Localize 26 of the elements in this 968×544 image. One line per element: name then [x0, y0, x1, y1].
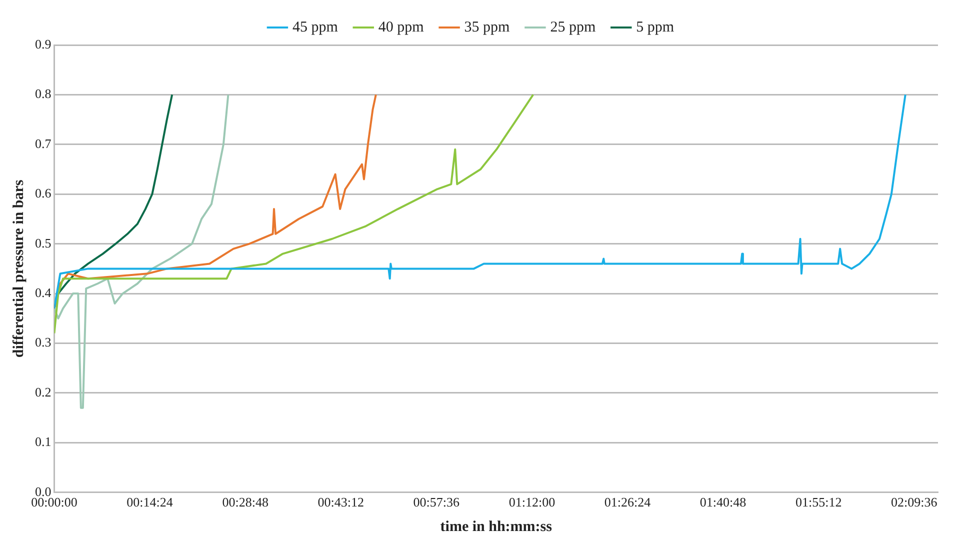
x-tick-label: 00:57:36: [413, 494, 460, 510]
x-tick-label: 01:12:00: [508, 494, 556, 510]
legend-label: 25 ppm: [550, 19, 596, 36]
legend-label: 40 ppm: [378, 19, 424, 36]
x-tick-label: 01:40:48: [700, 494, 746, 510]
y-tick-label: 0.3: [35, 334, 52, 350]
x-tick-label: 02:09:36: [891, 494, 938, 510]
y-tick-label: 0.7: [35, 136, 52, 151]
x-tick-label: 00:43:12: [318, 494, 364, 510]
x-tick-label: 01:55:12: [795, 494, 842, 510]
y-tick-label: 0.6: [35, 186, 52, 201]
legend-label: 45 ppm: [292, 19, 338, 36]
y-tick-label: 0.2: [35, 384, 52, 400]
y-tick-label: 0.0: [35, 484, 52, 499]
x-axis-title: time in hh:mm:ss: [440, 518, 552, 535]
y-tick-label: 0.4: [35, 284, 52, 300]
y-tick-label: 0.5: [35, 235, 52, 250]
x-tick-label: 00:28:48: [222, 494, 268, 510]
y-tick-label: 0.8: [35, 86, 52, 102]
x-tick-label: 00:14:24: [126, 494, 174, 510]
legend-label: 5 ppm: [636, 19, 674, 36]
x-tick-label: 01:26:24: [604, 494, 652, 510]
y-axis-title: differential pressure in bars: [10, 180, 27, 358]
y-tick-label: 0.9: [35, 36, 52, 52]
legend-label: 35 ppm: [464, 19, 510, 36]
y-tick-label: 0.1: [35, 434, 52, 450]
